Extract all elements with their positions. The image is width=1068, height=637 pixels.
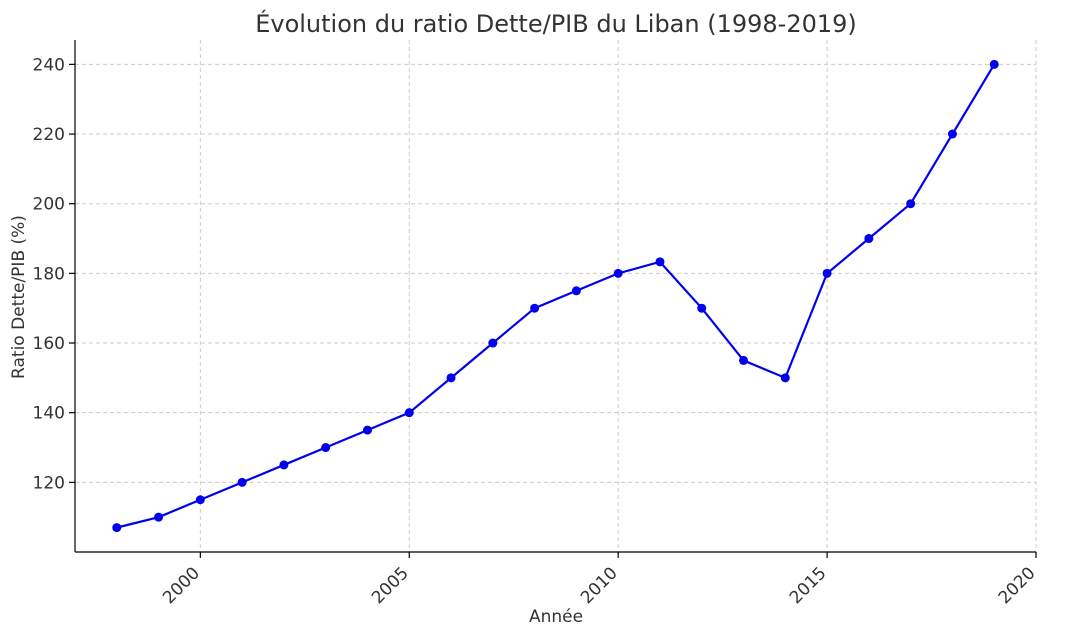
x-tick-label: 2005 <box>368 563 413 608</box>
data-point <box>864 234 874 244</box>
x-tick-label: 2015 <box>786 563 831 608</box>
x-axis-label: Année <box>529 607 583 627</box>
y-tick-label: 220 <box>33 125 65 145</box>
x-tick-label: 2000 <box>159 563 204 608</box>
y-tick-label: 160 <box>33 334 65 354</box>
data-point <box>404 408 414 418</box>
x-tick-label: 2020 <box>995 563 1040 608</box>
data-point <box>613 268 623 278</box>
data-point <box>530 303 540 313</box>
data-point <box>321 443 331 453</box>
data-point <box>947 129 957 139</box>
data-point <box>655 257 665 267</box>
series-line <box>116 63 996 529</box>
data-point <box>279 460 289 470</box>
y-axis-label: Ratio Dette/PIB (%) <box>9 215 29 379</box>
data-point <box>571 286 581 296</box>
data-point <box>154 512 164 522</box>
y-ticks: 120 140 160 180 200 220 240 <box>33 55 75 493</box>
y-tick-label: 200 <box>33 195 65 215</box>
x-tick-label: 2010 <box>577 563 622 608</box>
data-point <box>112 523 122 533</box>
data-point <box>906 199 916 209</box>
axes <box>74 40 1036 553</box>
y-tick-label: 240 <box>33 55 65 75</box>
grid <box>75 40 1037 552</box>
data-point <box>237 477 247 487</box>
data-point <box>822 268 832 278</box>
data-point <box>488 338 498 348</box>
data-point <box>697 303 707 313</box>
y-tick-label: 140 <box>33 404 65 424</box>
data-point <box>739 355 749 365</box>
data-point <box>362 425 372 435</box>
x-ticks: 2000 2005 2010 2015 2020 <box>159 552 1040 608</box>
data-point <box>195 495 205 505</box>
chart-title: Évolution du ratio Dette/PIB du Liban (1… <box>255 9 857 38</box>
y-tick-label: 180 <box>33 264 65 284</box>
y-tick-label: 120 <box>33 473 65 493</box>
plot-area <box>112 59 999 533</box>
data-point <box>989 59 999 69</box>
data-point <box>780 373 790 383</box>
data-point <box>446 373 456 383</box>
